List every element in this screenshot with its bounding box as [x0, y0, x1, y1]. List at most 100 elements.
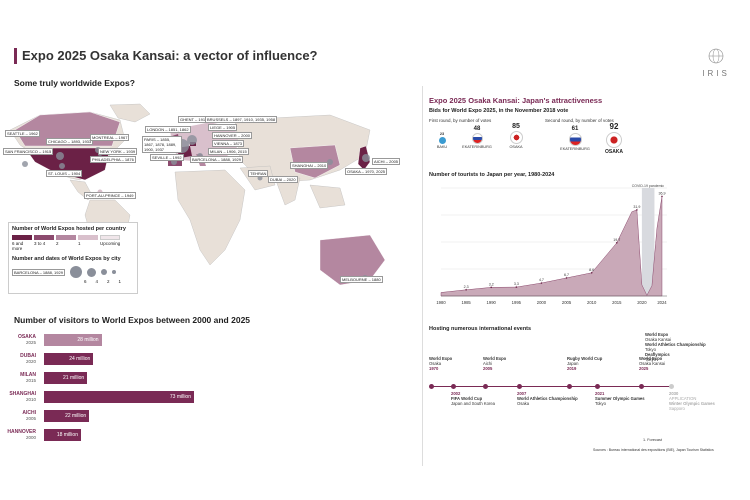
legend-label: 3 to 4 [34, 241, 46, 246]
footnote: 1. Forecast [643, 438, 662, 442]
legend-label: 6 and more [12, 241, 24, 251]
bar-value-label: 18 million [56, 432, 78, 438]
event-name: FIFA World Cup [451, 396, 483, 401]
covid-label: COVID-19 pandemic [632, 184, 665, 188]
data-point [540, 282, 543, 284]
timeline-dot [639, 384, 644, 389]
x-tick-label: 1980 [436, 300, 446, 305]
bar-city-label: AICHI [22, 410, 36, 416]
x-tick-label: 1995 [512, 300, 522, 305]
legend-label: 1 [78, 241, 81, 246]
sources: Sources : Bureau international des expos… [593, 448, 714, 452]
bar-city-label: OSAKA [17, 334, 36, 340]
map-label-philadelphia: PHILADELPHIA – 1876 [90, 156, 136, 163]
legend-swatch-1 [78, 235, 98, 240]
x-tick-label: 2024 [657, 300, 667, 305]
event-place: Sapporo [669, 406, 685, 411]
event-name: World Expo [483, 356, 507, 361]
data-label: 4,7 [539, 278, 544, 282]
event-year: 2019 [567, 366, 577, 371]
event-place: Japan [567, 361, 579, 366]
japan-panel: Expo 2025 Osaka Kansai: Japan's attracti… [422, 86, 715, 466]
legend-label: 2 [56, 241, 59, 246]
timeline-event: 2021 Summer Olympic Games Tokyo [595, 391, 645, 406]
legend-swatch-2 [56, 235, 76, 240]
timeline-line [431, 386, 671, 387]
map-label-chicago: CHICAGO – 1893, 1933 [46, 138, 94, 145]
map-label-hannover: HANNOVER – 2000 [212, 132, 253, 139]
legend-title: Number of World Expos hosted per country [12, 226, 126, 232]
bar-city-label: HANNOVER [7, 429, 36, 435]
map-label-aichi: AICHI – 2005 [372, 158, 401, 165]
bar-year-label: 2025 [25, 340, 36, 345]
data-label: 2,3 [464, 285, 469, 289]
legend-city-title: Number and dates of World Expos by city [12, 256, 121, 262]
visitors-bar: 18 million [44, 429, 81, 441]
data-point [565, 277, 568, 279]
votes: 61 [571, 126, 579, 132]
timeline-event: 2002 FIFA World Cup Japan and South Korea [451, 391, 495, 406]
map-label-brussels: BRUSSELS – 1897, 1910, 1935, 1958 [205, 116, 278, 123]
timeline-event: 2007 World Athletics Championship Osaka [517, 391, 578, 406]
map-label-montreal: MONTREAL – 1967 [90, 134, 130, 141]
events-title: Hosting numerous international events [429, 326, 532, 332]
iris-logo: IRIS [696, 48, 736, 78]
city: EKATERINBURG [462, 145, 492, 149]
event-name: World Athletics Championship [517, 396, 578, 401]
visitors-bar: 21 million [44, 372, 88, 384]
legend-bubble-label: 4 [95, 279, 99, 284]
map-label-vienna: VIENNA – 1873 [212, 140, 245, 147]
timeline-dot [429, 384, 434, 389]
legend-bubble-label: 2 [107, 279, 110, 284]
event-application: APPLICATION [669, 396, 697, 401]
map-label-stlouis: ST. LOUIS – 1904 [46, 170, 83, 177]
map-label-portauprince: PORT-AU-PRINCE – 1949 [84, 192, 136, 199]
x-tick-label: 2020 [637, 300, 647, 305]
bar-city-label: SHANGHAI [9, 391, 36, 397]
x-tick-label: 1990 [487, 300, 497, 305]
logo-text: IRIS [702, 69, 730, 78]
event-year: 2030 [669, 391, 679, 396]
bar-year-label: 2015 [25, 378, 36, 383]
bar-value-label: 73 million [169, 394, 191, 400]
visitors-bar: 28 million [44, 334, 102, 346]
timeline-event: World Expo Aichi 2005 [483, 356, 506, 371]
map-label-osaka: OSAKA – 1970, 2025 [345, 168, 388, 175]
event-name: World Expo [639, 356, 663, 361]
event-name: World Expo [645, 332, 669, 337]
data-point [465, 288, 467, 291]
timeline-dot [483, 384, 488, 389]
event-place: Aichi [483, 361, 493, 366]
japan-flag-icon [509, 131, 523, 144]
bar-year-label: 2005 [25, 416, 36, 421]
map-label-liege: LIEGE – 1905 [208, 124, 238, 131]
legend-bubble-label: 6 [84, 279, 87, 284]
timeline-event: Rugby World Cup Japan 2019 [567, 356, 602, 371]
map-label-barcelona: BARCELONA – 1888, 1929 [190, 156, 243, 163]
legend-swatches [12, 235, 134, 240]
bar-value-label: 24 million [69, 356, 91, 362]
globe-icon [708, 48, 724, 64]
visitors-bar: 24 million [44, 353, 94, 365]
event-name: Summer Olympic Games [595, 396, 645, 401]
round1-osaka: 85 OSAKA [501, 123, 531, 149]
bar-year-label: 2000 [25, 435, 36, 440]
tourists-title: Number of tourists to Japan per year, 19… [429, 172, 555, 178]
event-name: Winter Olympic Games [669, 401, 715, 406]
map-heading: Some truly worldwide Expos? [14, 78, 135, 88]
africa [174, 169, 246, 266]
azerbaijan-flag-icon [438, 137, 446, 144]
x-tick-label: 2010 [587, 300, 597, 305]
bar-year-label: 2020 [25, 359, 36, 364]
event-name: Deaflympics [645, 352, 670, 357]
data-label: 19,7 [613, 238, 620, 242]
first-round-label: First round, by number of votes [429, 118, 492, 123]
visitors-heading: Number of visitors to World Expos betwee… [14, 315, 251, 325]
x-tick-label: 2005 [562, 300, 572, 305]
event-name: World Expo [429, 356, 453, 361]
timeline-dot [669, 384, 674, 389]
tourists-area [440, 196, 663, 297]
bar-value-label: 21 million [63, 375, 85, 381]
legend-bubble-4 [86, 267, 96, 277]
x-tick-label: 1985 [461, 300, 471, 305]
